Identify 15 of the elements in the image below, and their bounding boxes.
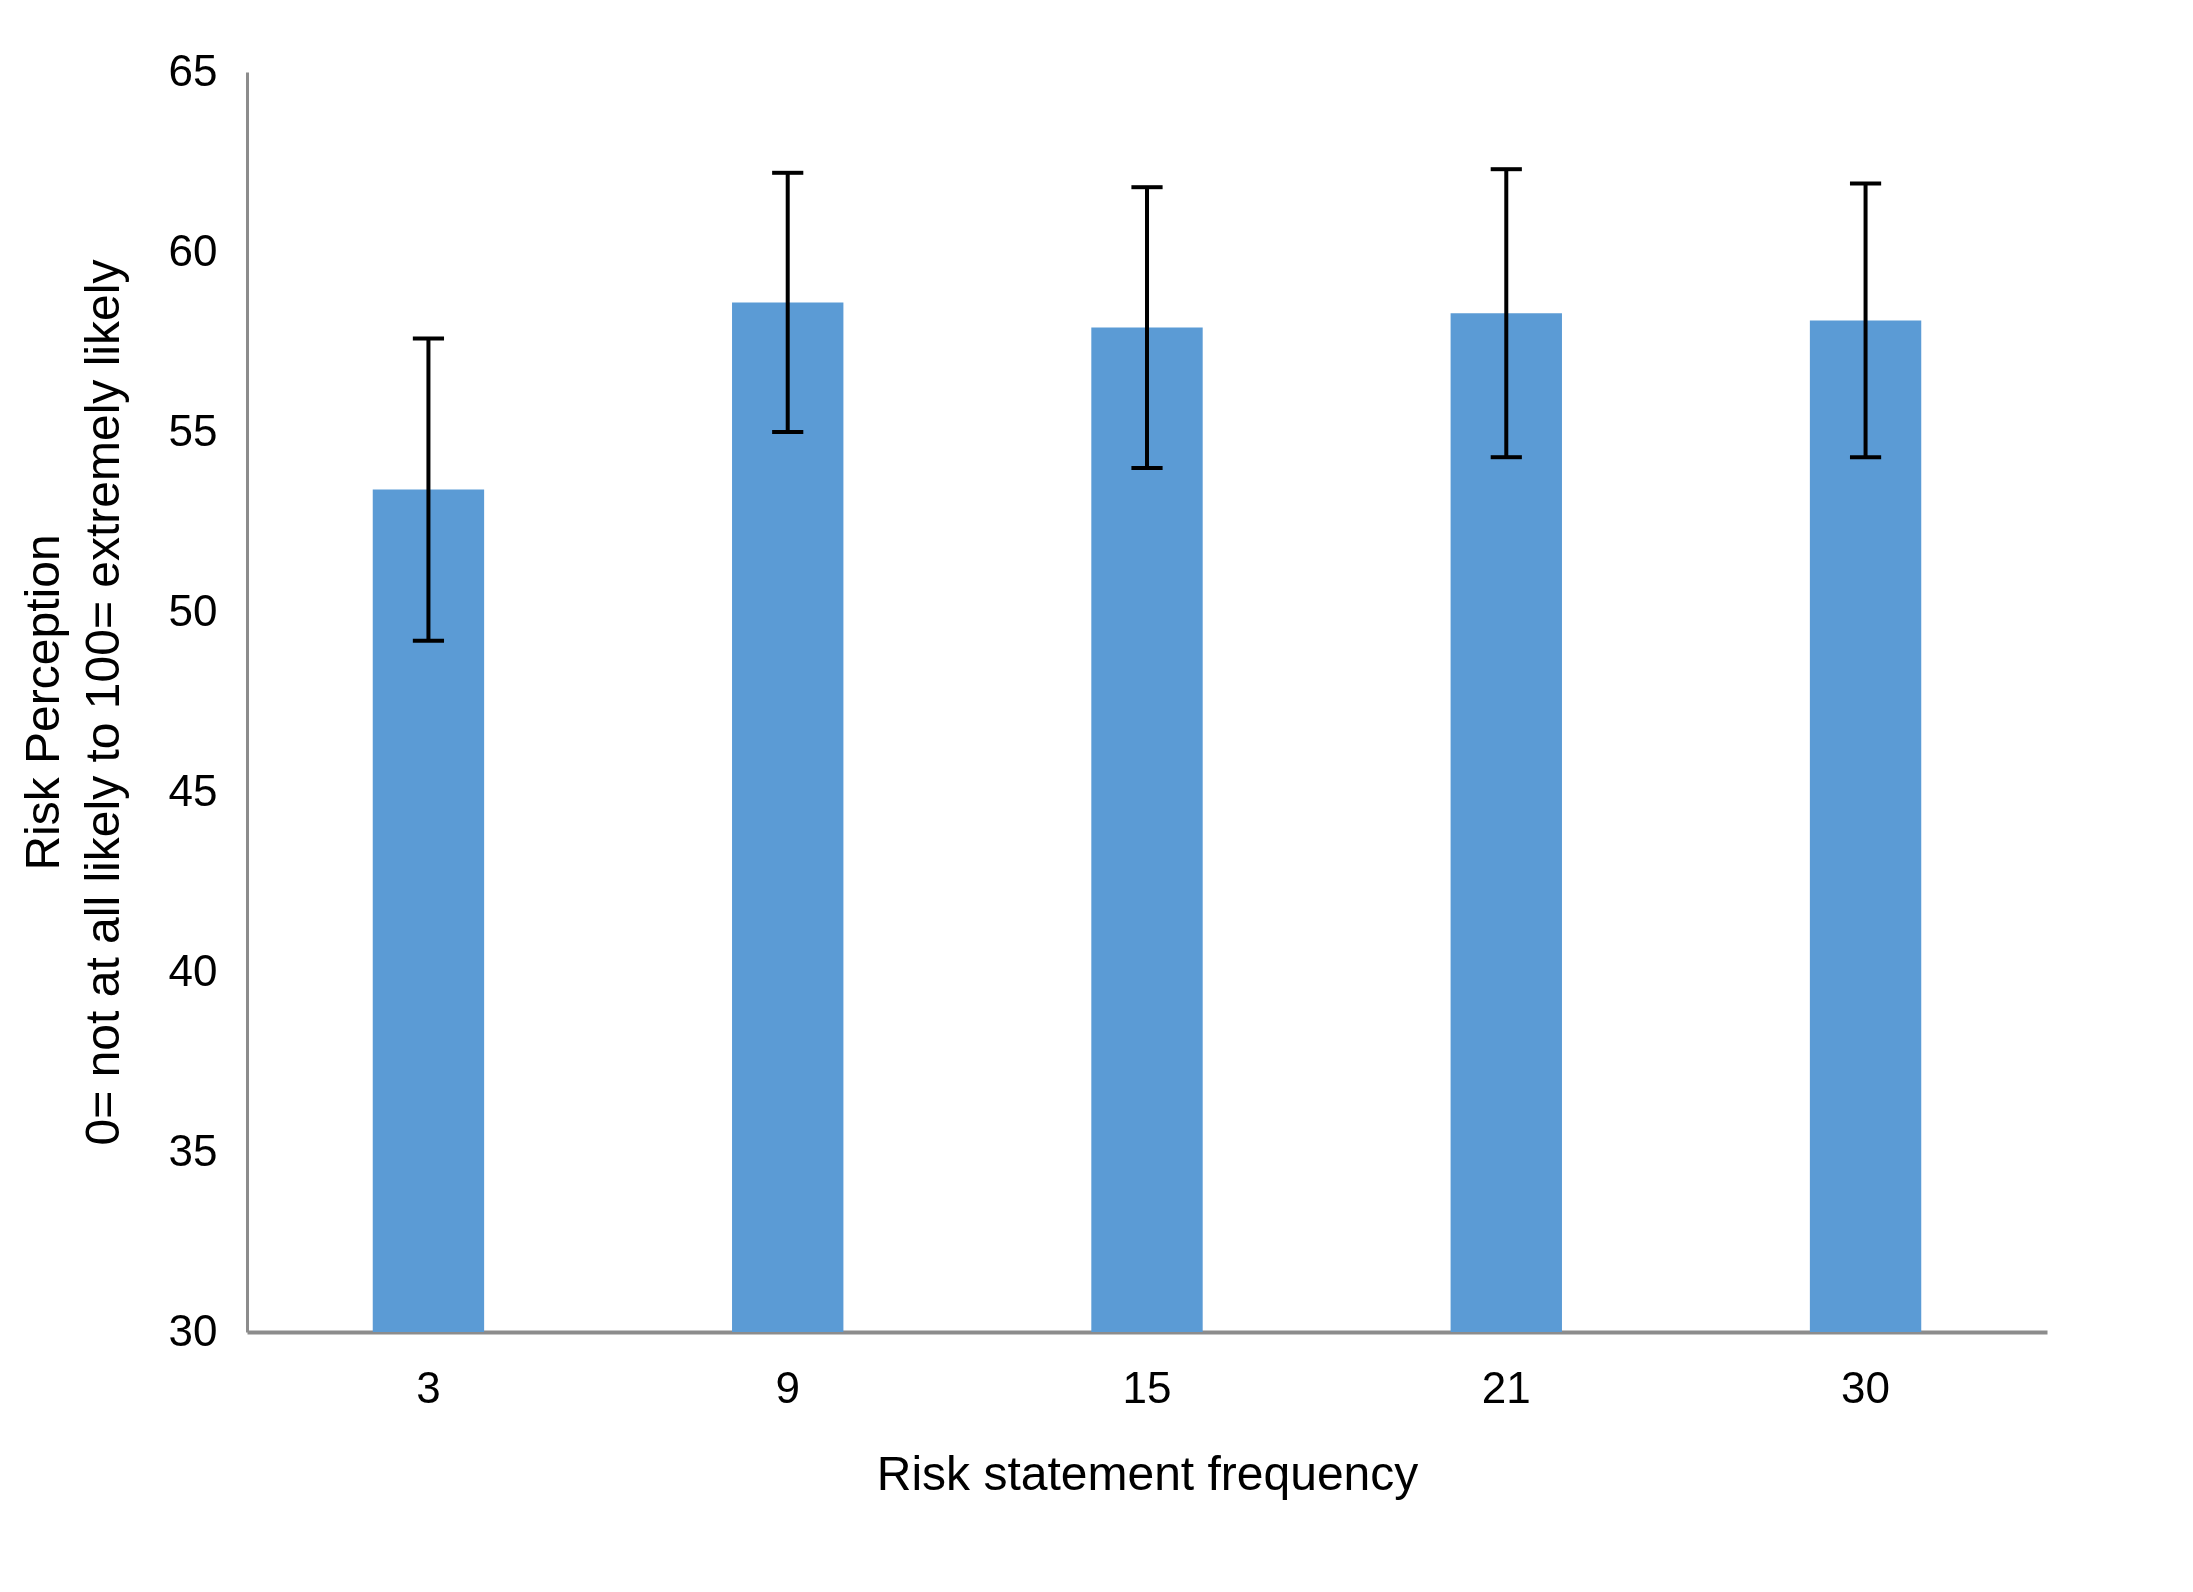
x-tick-label: 9 [775, 1362, 800, 1412]
x-tick-label: 30 [1841, 1362, 1891, 1412]
x-axis-title: Risk statement frequency [876, 1446, 1419, 1500]
y-axis-title: Risk Perception 0= not at all likely to 100= extremely likely [15, 259, 129, 1146]
y-tick-label: 40 [168, 945, 218, 995]
y-tick-label: 45 [168, 765, 218, 815]
y-tick-label: 60 [168, 225, 218, 275]
x-tick-label: 15 [1122, 1362, 1172, 1412]
y-tick-label: 65 [168, 45, 218, 95]
y-tick-label: 50 [168, 585, 218, 635]
y-tick-label: 55 [168, 405, 218, 455]
x-tick-label: 3 [416, 1362, 441, 1412]
x-tick-label: 21 [1481, 1362, 1531, 1412]
y-tick-label: 35 [168, 1125, 218, 1175]
y-tick-label: 30 [168, 1305, 218, 1355]
